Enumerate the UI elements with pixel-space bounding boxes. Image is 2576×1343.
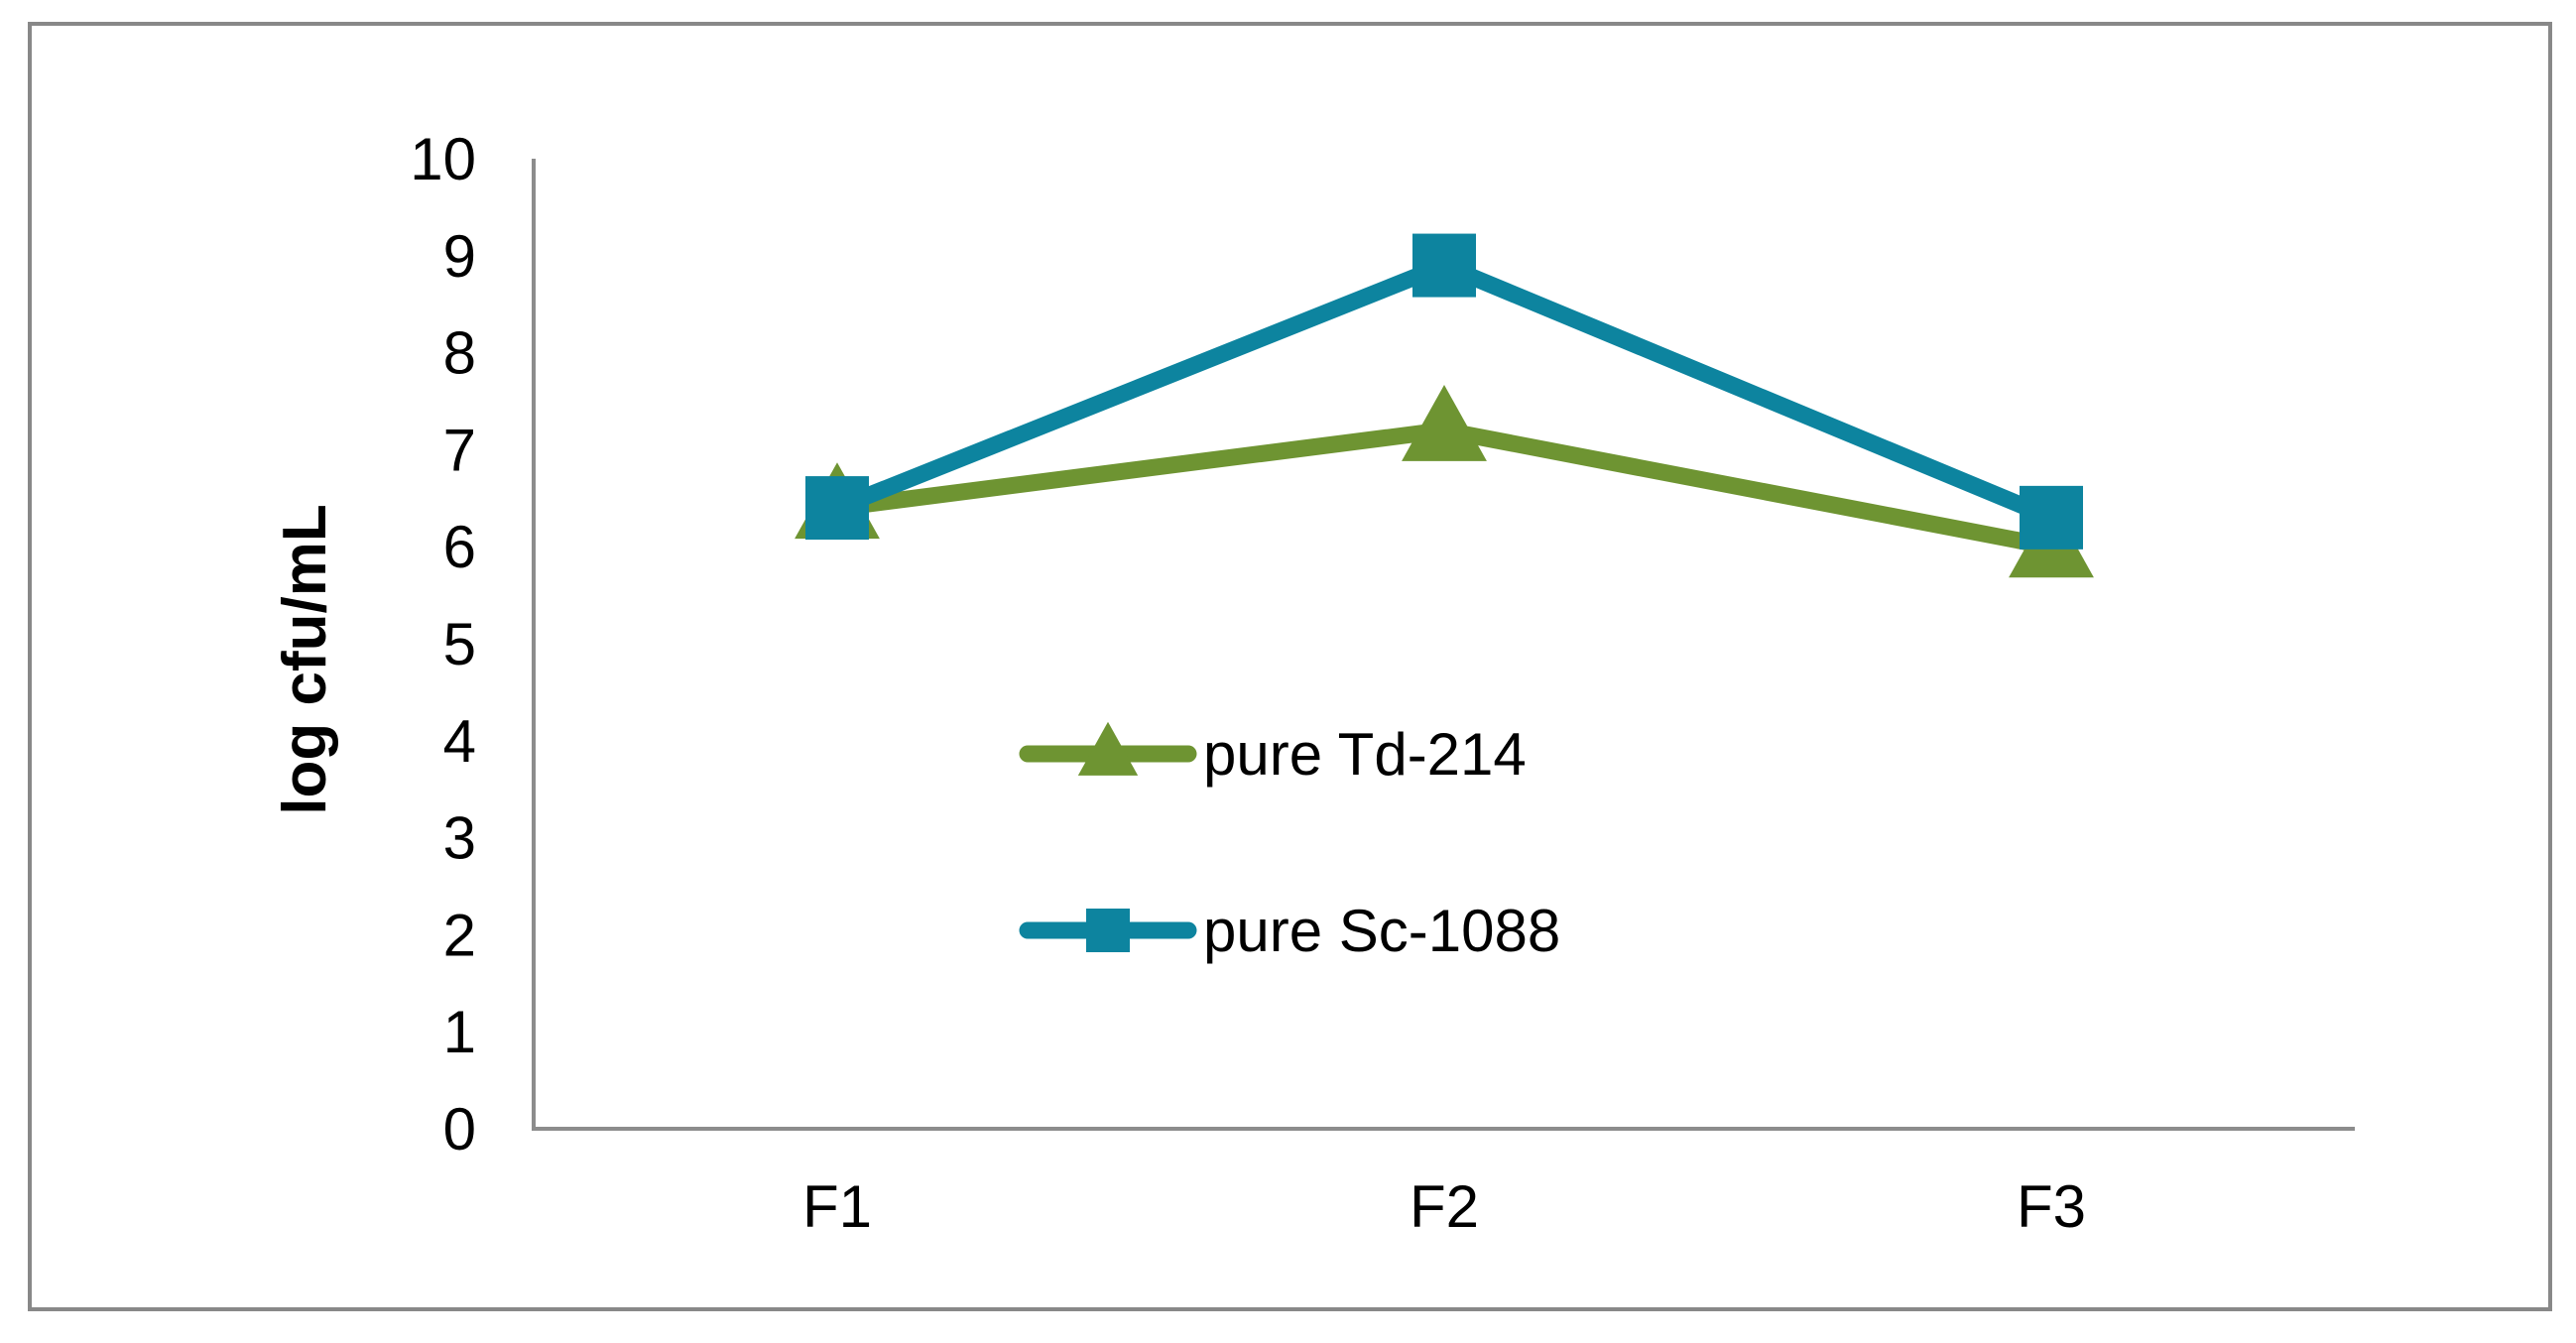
x-tick-labels: F1 F2 F3 — [802, 1173, 2086, 1240]
legend: pure Td-214 pure Sc-1088 — [1019, 721, 1560, 964]
y-tick-label: 8 — [443, 320, 476, 387]
series-layer — [795, 233, 2094, 578]
y-tick-label: 7 — [443, 417, 476, 483]
y-axis-title: log cfu/mL — [271, 504, 339, 814]
y-tick-label: 3 — [443, 805, 476, 872]
y-tick-labels: 0 1 2 3 4 5 6 7 8 9 10 — [410, 126, 476, 1162]
legend-entry: pure Td-214 — [1019, 721, 1527, 788]
data-point-square — [1412, 233, 1476, 298]
series-2 — [805, 233, 2083, 549]
data-point-square — [2020, 485, 2083, 549]
y-tick-label: 1 — [443, 999, 476, 1065]
y-tick-label: 0 — [443, 1096, 476, 1162]
y-tick-label: 2 — [443, 902, 476, 968]
x-tick-label: F1 — [802, 1173, 872, 1240]
y-tick-label: 9 — [443, 223, 476, 290]
x-tick-label: F2 — [1410, 1173, 1479, 1240]
data-point-square — [805, 476, 869, 541]
x-tick-label: F3 — [2017, 1173, 2086, 1240]
legend-label: pure Td-214 — [1203, 721, 1527, 788]
legend-entry: pure Sc-1088 — [1019, 898, 1560, 964]
legend-marker-triangle — [1077, 721, 1139, 776]
chart-frame — [28, 22, 2552, 1311]
y-tick-label: 4 — [443, 708, 476, 775]
legend-marker-square — [1086, 909, 1130, 952]
legend-label: pure Sc-1088 — [1203, 898, 1560, 964]
y-tick-label: 6 — [443, 514, 476, 580]
y-tick-label: 5 — [443, 611, 476, 677]
data-point-triangle — [1402, 384, 1487, 461]
y-tick-label: 10 — [410, 126, 476, 192]
